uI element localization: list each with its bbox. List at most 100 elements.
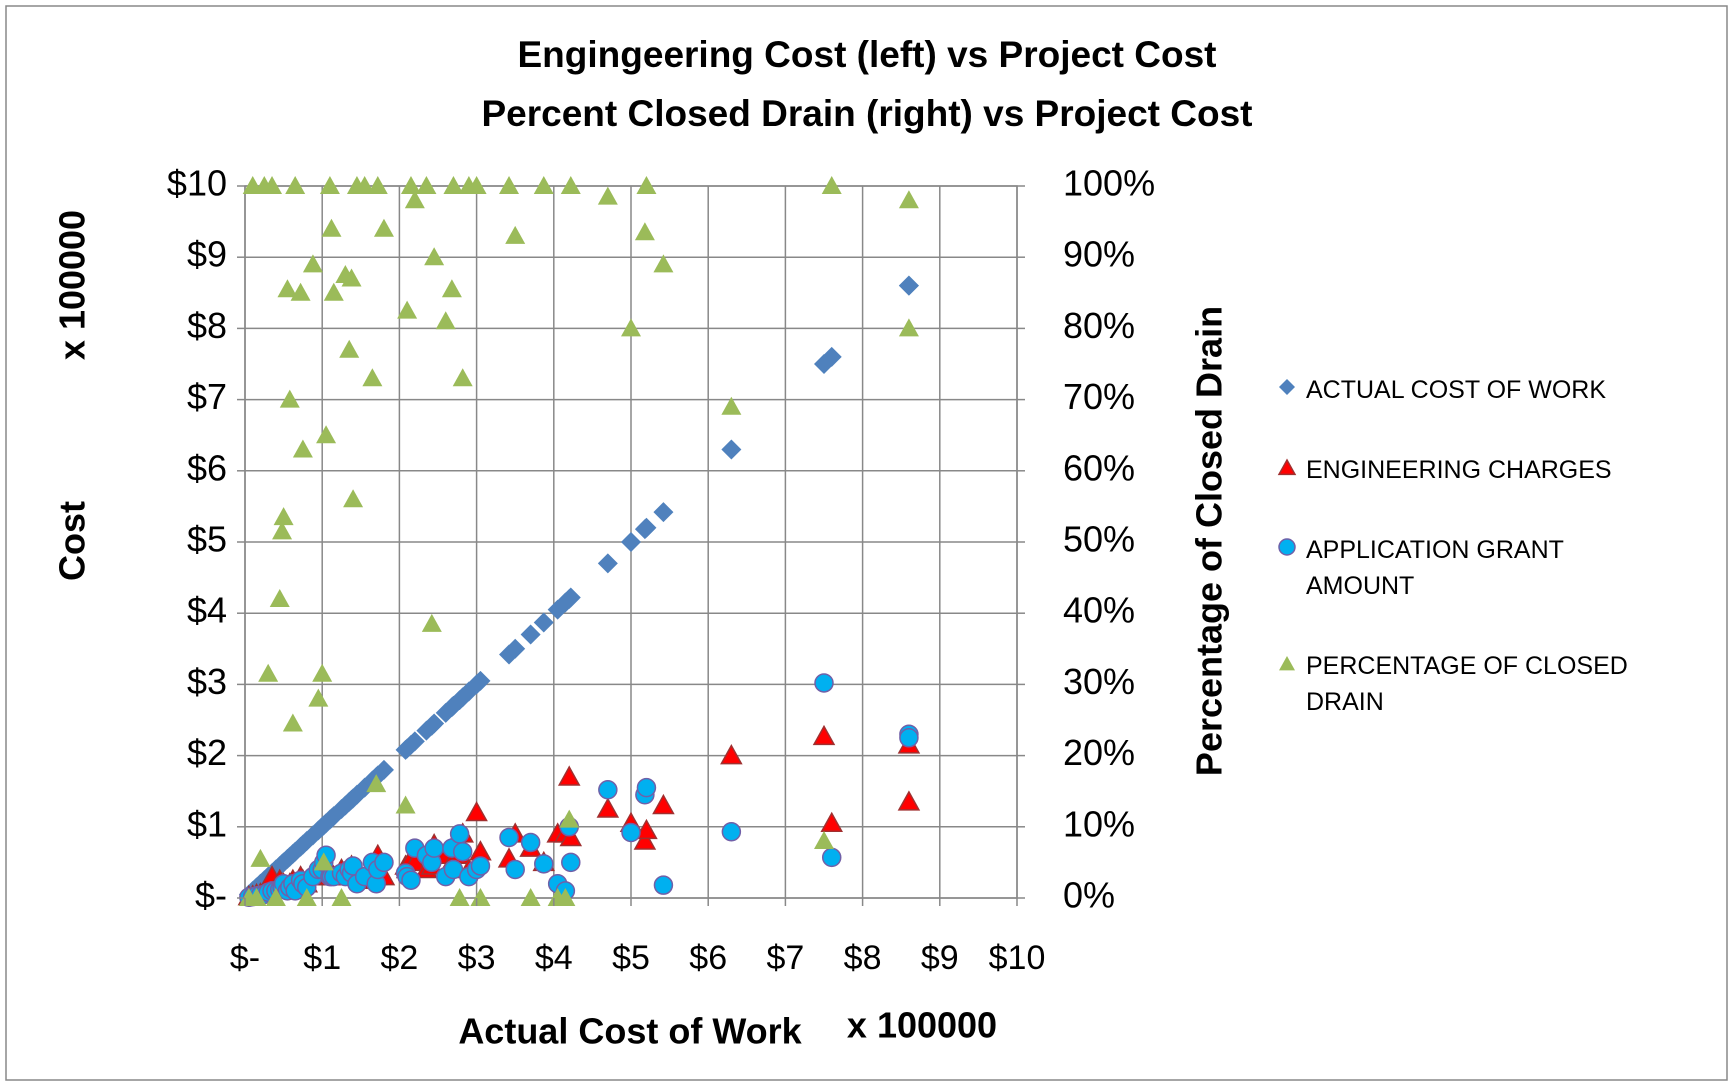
point [341, 268, 362, 287]
legend-label: PERCENTAGE OF CLOSED DRAIN [1306, 652, 1628, 716]
point [561, 852, 581, 873]
point [520, 624, 541, 645]
point [316, 425, 337, 444]
point [362, 368, 383, 387]
legend-marker [1279, 379, 1295, 395]
point [653, 502, 674, 523]
point [424, 247, 445, 266]
point [470, 856, 491, 876]
point [597, 186, 618, 205]
point [820, 811, 843, 832]
point [560, 176, 581, 194]
legend-item: ENGINEERING CHARGES [1276, 452, 1716, 488]
point [250, 848, 271, 867]
y-tick-label: $5 [187, 519, 227, 560]
point [421, 613, 442, 632]
y-tick-label: $4 [187, 590, 227, 631]
y-tick-label: $7 [187, 376, 227, 417]
point [395, 795, 416, 814]
point [505, 225, 526, 244]
point [282, 713, 303, 732]
legend-label: ACTUAL COST OF WORK [1306, 376, 1607, 404]
y2-axis-label: Percentage of Closed Drain [1189, 306, 1230, 776]
point [721, 439, 742, 460]
point [636, 176, 657, 194]
point [246, 888, 267, 906]
point [308, 688, 329, 707]
point [424, 838, 444, 858]
x-tick-label: $9 [921, 939, 959, 977]
y-tick-label: $2 [187, 732, 227, 773]
legend-marker [1279, 656, 1295, 671]
point [292, 439, 313, 458]
point [635, 818, 658, 840]
point [273, 507, 294, 526]
point [470, 670, 491, 691]
point [721, 396, 742, 415]
point [321, 218, 342, 237]
point [596, 797, 620, 818]
y-axis-multiplier: x 100000 [52, 210, 93, 360]
point [899, 728, 919, 748]
point [534, 854, 554, 874]
y2-tick-label: 80% [1063, 305, 1135, 346]
point [339, 339, 360, 358]
point [621, 822, 641, 843]
point [258, 663, 279, 682]
point [636, 777, 657, 798]
y-tick-label: $1 [187, 803, 227, 844]
point [404, 731, 425, 752]
point [897, 790, 921, 811]
point [313, 852, 334, 871]
y2-tick-label: 10% [1063, 803, 1135, 844]
point [285, 176, 306, 194]
x-axis-label: Actual Cost of Work [458, 1011, 802, 1052]
point [653, 254, 674, 273]
legend-label: APPLICATION GRANT AMOUNT [1306, 536, 1564, 600]
y-tick-label: $6 [187, 447, 227, 488]
point [366, 774, 387, 793]
point [633, 829, 657, 850]
point [533, 176, 554, 194]
point [821, 346, 842, 367]
y2-tick-label: 100% [1063, 163, 1155, 204]
point [1279, 379, 1295, 395]
point [373, 218, 394, 237]
point [559, 825, 583, 847]
point [265, 888, 286, 906]
point [898, 318, 919, 337]
point [1279, 656, 1295, 671]
y2-tick-label: 90% [1063, 234, 1135, 275]
point [821, 176, 842, 194]
point [634, 222, 655, 241]
point [812, 724, 836, 746]
point [636, 517, 657, 538]
legend-marker [1278, 538, 1296, 556]
point [290, 282, 311, 301]
point [898, 275, 919, 296]
point [466, 176, 487, 194]
x-tick-label: $6 [689, 939, 727, 977]
x-tick-label: $5 [612, 939, 650, 977]
y2-tick-label: 30% [1063, 661, 1135, 702]
point [262, 176, 283, 194]
point [272, 521, 293, 540]
point [354, 176, 375, 194]
x-tick-label: $- [230, 939, 260, 977]
point [621, 532, 641, 552]
x-axis-multiplier: x 100000 [847, 1005, 997, 1046]
point [898, 190, 919, 209]
point [505, 638, 526, 659]
x-tick-label: $7 [766, 939, 804, 977]
y-tick-label: $3 [187, 661, 227, 702]
point [555, 888, 576, 906]
chart-title: Engingeering Cost (left) vs Project Cost [518, 34, 1217, 75]
y-tick-label: $9 [187, 234, 227, 275]
point [401, 870, 421, 890]
point [404, 190, 425, 209]
y-axis-label: Cost [52, 501, 93, 581]
legend-item: PERCENTAGE OF CLOSED DRAIN [1276, 648, 1716, 720]
y2-tick-label: 60% [1063, 447, 1135, 488]
point [452, 368, 473, 387]
